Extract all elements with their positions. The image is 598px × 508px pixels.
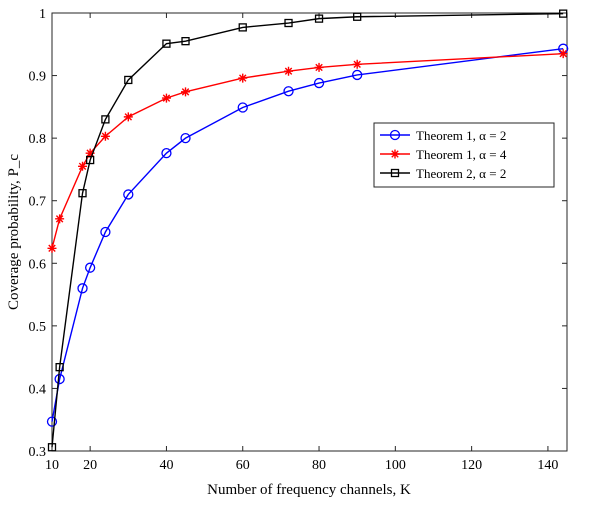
data-point (77, 283, 88, 294)
legend-label: Theorem 1, α = 4 (416, 147, 507, 162)
x-axis-label: Number of frequency channels, K (207, 482, 411, 498)
y-tick-label: 0.7 (29, 195, 47, 210)
y-tick-label: 0.4 (29, 382, 47, 397)
series-layer (46, 9, 569, 452)
data-point (124, 75, 133, 85)
x-tick-label: 10 (45, 458, 59, 473)
data-point (161, 93, 171, 103)
data-point (558, 49, 568, 59)
x-tick-label: 60 (236, 458, 250, 473)
y-tick-label: 0.8 (29, 132, 47, 147)
data-point (284, 66, 294, 76)
data-point (353, 12, 362, 21)
data-point (55, 214, 65, 224)
y-tick-label: 0.5 (29, 320, 47, 335)
legend-label: Theorem 2, α = 2 (416, 166, 506, 181)
data-point (123, 189, 134, 200)
legend-box (373, 122, 555, 188)
x-tick-label: 100 (385, 458, 406, 473)
data-point (352, 69, 363, 81)
data-point (162, 39, 171, 48)
data-point (238, 23, 247, 32)
data-point (101, 115, 110, 124)
data-point (78, 189, 87, 198)
data-point (284, 18, 293, 28)
series-3 (47, 9, 568, 452)
y-tick-label: 0.9 (29, 70, 47, 85)
x-tick-label: 140 (537, 458, 558, 473)
data-point (181, 87, 191, 97)
data-point (181, 37, 190, 46)
data-point (85, 148, 95, 158)
data-point (85, 155, 95, 165)
legend-marker (389, 129, 401, 141)
x-tick-label: 80 (312, 458, 326, 473)
legend-marker (390, 168, 400, 178)
y-tick-label: 1 (39, 7, 46, 22)
data-point (100, 226, 111, 238)
legend: Theorem 1, α = 2 Theorem 1, α = 4 Theorem … (373, 122, 555, 188)
x-tick-label: 120 (461, 458, 482, 473)
data-point (314, 14, 324, 23)
data-point (55, 363, 64, 372)
data-point (123, 112, 133, 122)
y-tick-label: 0.6 (29, 257, 47, 272)
x-axis-ticks: 10 20 40 60 80 100 120 140 (45, 13, 558, 473)
series-line (51, 12, 564, 448)
data-point (47, 243, 57, 253)
data-point (559, 9, 568, 18)
data-point (100, 131, 110, 141)
data-point (46, 416, 58, 427)
data-point (78, 161, 88, 171)
data-point (180, 132, 191, 144)
series-2 (47, 49, 568, 253)
data-point (283, 86, 294, 97)
data-point (47, 443, 57, 452)
y-axis-ticks: 0.3 0.4 0.5 0.6 0.7 0.8 0.9 1 (29, 7, 567, 460)
x-tick-label: 20 (83, 458, 97, 473)
data-point (238, 73, 248, 83)
data-point (84, 262, 96, 273)
y-axis-label: Coverage probability, P_c (6, 154, 22, 310)
x-tick-label: 40 (159, 458, 173, 473)
data-point (54, 373, 65, 385)
legend-label: Theorem 1, α = 2 (416, 128, 506, 143)
series-1 (46, 43, 569, 427)
legend-marker (390, 149, 400, 159)
y-tick-label: 0.3 (29, 445, 47, 460)
data-point (314, 62, 324, 72)
data-point (352, 59, 362, 69)
data-point (161, 148, 172, 159)
data-point (313, 77, 325, 89)
series-line (51, 47, 564, 422)
data-point (237, 102, 248, 113)
